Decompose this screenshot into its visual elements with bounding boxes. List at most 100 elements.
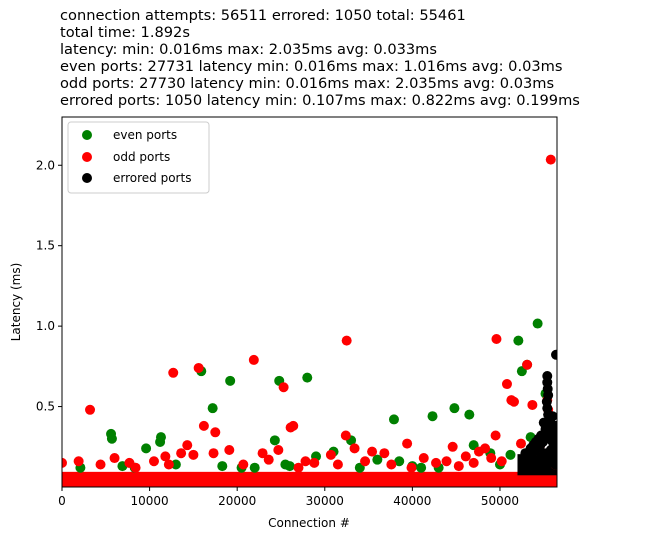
point-odd-ports-31 [325, 449, 336, 460]
point-even-ports-12 [388, 414, 399, 425]
point-odd-ports-10 [341, 335, 352, 346]
point-odd-ports-15 [522, 359, 533, 370]
point-odd-ports-42 [95, 459, 106, 470]
point-odd-ports-28 [257, 448, 268, 459]
point-errored-ports-41 [548, 446, 557, 457]
x-axis: 0 10000 20000 30000 40000 50000 [58, 487, 519, 508]
legend-label-errored: errored ports [113, 171, 191, 185]
point-even-ports-42 [217, 461, 228, 472]
dense-band-0 [62, 471, 557, 487]
legend-marker-odd [82, 152, 92, 162]
point-odd-ports-5 [278, 382, 289, 393]
point-odd-ports-57 [332, 459, 343, 470]
point-odd-ports-44 [163, 459, 174, 470]
point-even-ports-13 [427, 411, 438, 422]
x-tick-label-3: 30000 [306, 494, 344, 508]
point-odd-ports-21 [490, 430, 501, 441]
point-odd-ports-4 [248, 354, 259, 365]
point-errored-ports-40 [525, 443, 536, 454]
point-odd-ports-36 [431, 457, 442, 468]
point-odd-ports-24 [148, 456, 159, 467]
point-odd-ports-50 [62, 457, 67, 468]
legend-label-odd: odd ports [113, 150, 170, 164]
point-odd-ports-2 [168, 367, 179, 378]
point-even-ports-10 [269, 435, 280, 446]
point-errored-ports-35 [538, 417, 549, 428]
point-odd-ports-29 [273, 445, 284, 455]
point-even-ports-6 [207, 403, 218, 414]
point-even-ports-33 [249, 462, 260, 473]
point-even-ports-9 [302, 372, 313, 383]
point-odd-ports-60 [441, 456, 452, 467]
point-odd-ports-47 [386, 459, 397, 470]
point-odd-ports-20 [402, 438, 413, 449]
point-even-ports-1 [106, 433, 117, 444]
point-odd-ports-61 [468, 457, 479, 468]
y-tick-label-3: 2.0 [36, 158, 55, 172]
point-even-ports-21 [505, 449, 516, 460]
point-even-ports-25 [372, 454, 383, 465]
point-odd-ports-40 [480, 443, 491, 454]
y-axis-label: Latency (ms) [9, 263, 23, 342]
point-even-ports-15 [464, 409, 475, 420]
y-axis: 0.5 1.0 1.5 2.0 [36, 158, 62, 414]
point-even-ports-31 [170, 459, 181, 470]
title-line-4: even ports: 27731 latency min: 0.016ms m… [60, 58, 563, 75]
point-odd-ports-34 [379, 448, 390, 459]
point-odd-ports-46 [309, 457, 320, 468]
point-odd-ports-53 [188, 449, 199, 460]
x-axis-label: Connection # [268, 516, 350, 530]
point-even-ports-44 [416, 462, 427, 473]
point-odd-ports-37 [447, 441, 458, 452]
point-odd-ports-38 [460, 451, 471, 462]
x-tick-label-5: 50000 [481, 494, 519, 508]
point-errored-ports-47 [551, 435, 557, 446]
point-odd-ports-16 [527, 399, 538, 410]
point-odd-ports-7 [288, 420, 299, 431]
point-even-ports-17 [532, 318, 543, 329]
point-odd-ports-23 [176, 448, 187, 459]
legend-marker-errored [82, 173, 92, 183]
point-odd-ports-54 [208, 448, 219, 459]
legend-marker-even [82, 130, 92, 140]
x-tick-label-4: 40000 [393, 494, 431, 508]
point-odd-ports-33 [367, 446, 378, 457]
point-odd-ports-1 [85, 404, 96, 415]
point-odd-ports-8 [210, 427, 221, 438]
point-odd-ports-25 [73, 456, 84, 467]
point-odd-ports-27 [224, 445, 235, 455]
point-errored-ports-0 [551, 349, 557, 360]
point-odd-ports-0 [545, 154, 556, 165]
point-odd-ports-32 [349, 443, 360, 454]
point-odd-ports-49 [496, 456, 507, 467]
point-odd-ports-58 [360, 456, 371, 467]
point-odd-ports-12 [501, 379, 512, 390]
y-tick-label-0: 0.5 [36, 400, 55, 414]
point-errored-ports-46 [523, 457, 534, 468]
point-odd-ports-26 [109, 453, 120, 464]
point-odd-ports-35 [418, 453, 429, 464]
point-even-ports-43 [280, 459, 291, 470]
y-tick-label-1: 1.0 [36, 319, 55, 333]
point-even-ports-16 [513, 335, 524, 346]
point-even-ports-14 [449, 403, 460, 414]
point-odd-ports-51 [130, 462, 141, 473]
x-tick-label-2: 20000 [218, 494, 256, 508]
legend-box [67, 121, 210, 194]
point-odd-ports-9 [198, 420, 209, 431]
point-odd-ports-14 [508, 396, 519, 407]
title-line-6: errored ports: 1050 latency min: 0.107ms… [60, 92, 580, 109]
point-errored-ports-43 [550, 459, 557, 470]
point-odd-ports-55 [263, 454, 274, 465]
point-odd-ports-30 [300, 456, 311, 467]
point-even-ports-7 [225, 375, 236, 386]
x-tick-label-1: 10000 [130, 494, 168, 508]
legend-label-even: even ports [113, 128, 177, 142]
point-odd-ports-19 [340, 430, 351, 441]
point-odd-ports-22 [182, 440, 193, 451]
point-odd-ports-11 [491, 334, 502, 344]
point-odd-ports-62 [486, 453, 497, 464]
data-points [62, 154, 557, 473]
y-tick-label-2: 1.5 [36, 239, 55, 253]
